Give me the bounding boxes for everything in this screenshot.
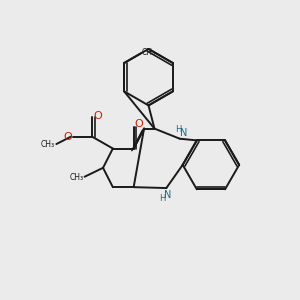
- Text: O: O: [135, 119, 144, 129]
- Text: O: O: [63, 132, 72, 142]
- Text: H: H: [175, 125, 181, 134]
- Text: CH₃: CH₃: [69, 173, 83, 182]
- Text: CH₃: CH₃: [41, 140, 55, 149]
- Text: CH₃: CH₃: [142, 48, 156, 57]
- Text: N: N: [164, 190, 171, 200]
- Text: O: O: [93, 111, 102, 121]
- Text: N: N: [180, 128, 187, 138]
- Text: H: H: [159, 194, 165, 203]
